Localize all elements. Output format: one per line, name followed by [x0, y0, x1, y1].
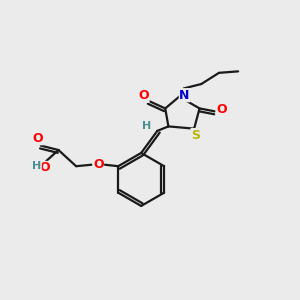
Text: O: O: [138, 89, 149, 102]
Text: O: O: [32, 132, 43, 145]
Text: O: O: [216, 103, 226, 116]
Text: N: N: [179, 89, 190, 102]
Text: S: S: [191, 129, 200, 142]
Text: O: O: [39, 161, 50, 175]
Text: H: H: [142, 121, 151, 130]
Text: H: H: [32, 161, 41, 172]
Text: O: O: [93, 158, 104, 171]
